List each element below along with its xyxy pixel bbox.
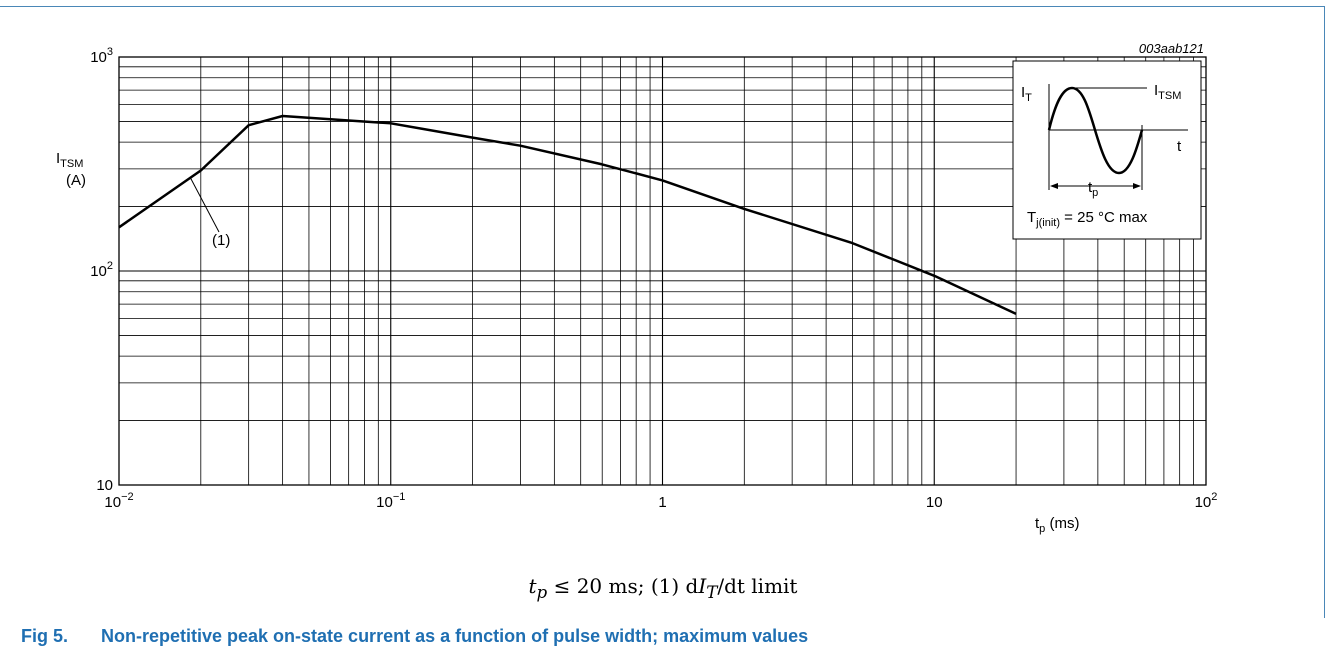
tick-labels: 10−2 10−1 1 10 102 10 102 103	[90, 46, 1217, 511]
inset-itsm-label: ITSM	[1154, 82, 1181, 102]
x-tick-label: 102	[1195, 491, 1218, 511]
y-axis-label: ITSM	[56, 150, 83, 170]
plot-border	[118, 56, 1207, 486]
figure-title: Non-repetitive peak on-state current as …	[101, 626, 809, 646]
y-axis-unit: (A)	[66, 172, 86, 189]
inset-t-label: t	[1177, 138, 1182, 155]
inset-tj-label: Tj(init) = 25 °C max	[1027, 209, 1148, 229]
x-tick-label: 10	[926, 494, 943, 511]
x-axis-label: tp (ms)	[1035, 515, 1079, 535]
x-tick-label: 10−2	[104, 491, 133, 511]
x-tick-label: 10−1	[376, 491, 405, 511]
inset-diagram: IT ITSM t tp Tj(init) = 25 °C max	[1012, 60, 1202, 240]
annotation-label: (1)	[212, 232, 230, 249]
y-tick-label: 10	[96, 477, 113, 494]
y-tick-label: 102	[90, 260, 113, 280]
y-tick-label: 103	[90, 46, 113, 66]
inset-tp-label: tp	[1088, 179, 1098, 199]
annotation-leader	[189, 176, 220, 233]
chart-id-label: 003aab121	[1139, 41, 1204, 56]
figure-caption: Fig 5. Non-repetitive peak on-state curre…	[21, 626, 808, 647]
x-tick-label: 1	[658, 494, 666, 511]
inset-arrowhead-right	[1133, 183, 1141, 189]
figure-number: Fig 5.	[21, 626, 69, 646]
series-line	[118, 114, 1017, 316]
chart: 10−2 10−1 1 10 102 10 102 103 003aab121 ITSM (A…	[56, 41, 1217, 535]
chart-note: tp ≤ 20 ms; (1) dIT/dt limit	[528, 574, 798, 602]
inset-sine-wave	[1047, 86, 1144, 175]
inset-box	[1012, 60, 1202, 240]
inset-arrowhead-left	[1050, 183, 1058, 189]
figure-frame	[0, 6, 1325, 618]
inset-it-label: IT	[1021, 84, 1032, 104]
